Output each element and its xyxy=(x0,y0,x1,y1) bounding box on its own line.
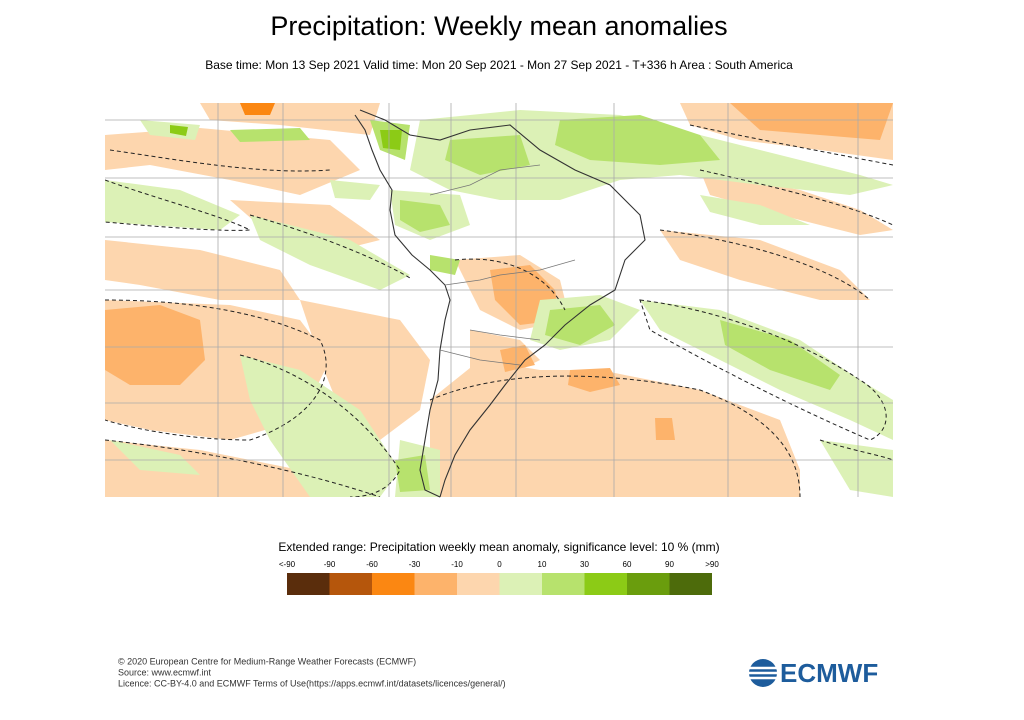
footer-line: © 2020 European Centre for Medium-Range … xyxy=(118,656,416,666)
legend-label: >90 xyxy=(705,560,719,569)
map xyxy=(105,103,893,498)
legend-swatch xyxy=(287,573,330,595)
negative-anomaly-strong xyxy=(240,103,275,115)
title: Precipitation: Weekly mean anomalies xyxy=(270,11,727,41)
negative-anomaly-medium xyxy=(105,103,893,440)
legend-label: -30 xyxy=(409,560,421,569)
legend-label: <-90 xyxy=(279,560,296,569)
legend-title: Extended range: Precipitation weekly mea… xyxy=(278,540,719,554)
legend-label: 10 xyxy=(538,560,547,569)
legend-swatch xyxy=(414,573,457,595)
logo-text: ECMWF xyxy=(780,658,878,688)
legend-swatch xyxy=(669,573,712,595)
subtitle: Base time: Mon 13 Sep 2021 Valid time: M… xyxy=(205,58,793,72)
legend-swatch xyxy=(372,573,415,595)
legend-swatch xyxy=(499,573,542,595)
footer-line: Licence: CC-BY-4.0 and ECMWF Terms of Us… xyxy=(118,678,506,688)
legend-label: -10 xyxy=(451,560,463,569)
anomaly-fields xyxy=(105,103,893,497)
legend-swatch xyxy=(584,573,627,595)
legend-label: 60 xyxy=(623,560,632,569)
legend-label: 30 xyxy=(580,560,589,569)
significance-contours xyxy=(105,124,893,497)
legend-label: 90 xyxy=(665,560,674,569)
legend-swatch xyxy=(627,573,670,595)
legend-label: -90 xyxy=(324,560,336,569)
graticule xyxy=(105,103,893,497)
positive-anomaly-strong xyxy=(170,125,402,150)
logo: ECMWF xyxy=(747,658,878,688)
legend: <-90 -90 -60 -30 -10 0 10 30 60 90 >90 xyxy=(279,560,719,595)
legend-swatch xyxy=(457,573,500,595)
legend-label: -60 xyxy=(366,560,378,569)
legend-label: 0 xyxy=(497,560,502,569)
legend-swatch xyxy=(329,573,372,595)
footer-line: Source: www.ecmwf.int xyxy=(118,667,212,677)
borders xyxy=(429,164,576,366)
footer: © 2020 European Centre for Medium-Range … xyxy=(118,656,506,688)
legend-swatch xyxy=(542,573,585,595)
